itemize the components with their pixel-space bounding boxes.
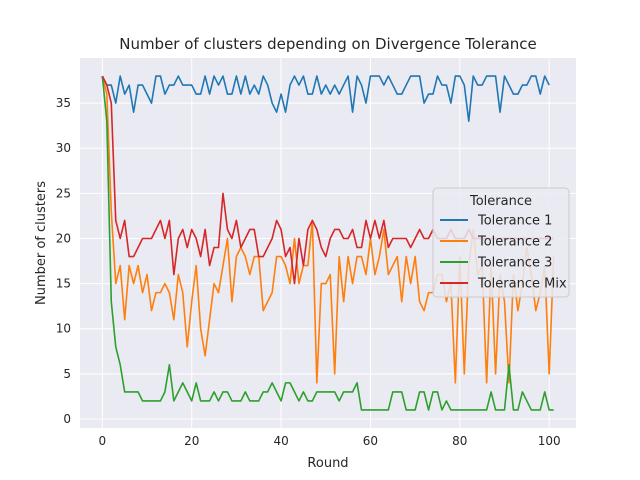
x-tick-label: 100 [538,434,561,448]
legend-items: Tolerance 1 Tolerance 2 Tolerance 3 Toleran… [440,214,567,292]
x-tick-label: 60 [363,434,378,448]
legend-label-tolerance-1: Tolerance 1 [477,214,552,229]
y-ticks: 0 5 10 15 20 25 30 35 [56,96,71,426]
legend-box [432,187,570,298]
y-axis-label: Number of clusters [34,181,49,305]
y-tick-label: 35 [56,96,71,110]
y-tick-label: 20 [56,231,71,245]
x-tick-label: 80 [452,434,467,448]
legend-title: Tolerance [469,194,532,209]
series-line-tolerance-3 [101,75,554,411]
legend-label-tolerance-3: Tolerance 3 [477,256,552,271]
series-line-tolerance-1 [101,75,550,122]
y-tick-label: 15 [56,277,71,291]
x-ticks: 0 20 40 60 80 100 [99,434,561,448]
grid [80,58,576,428]
legend-label-tolerance-2: Tolerance 2 [477,235,552,250]
y-tick-label: 30 [56,141,71,155]
legend-label-tolerance-mix: Tolerance Mix [477,277,567,292]
chart-title: Number of clusters depending on Divergen… [119,35,537,53]
y-tick-label: 10 [56,322,71,336]
x-tick-label: 20 [184,434,199,448]
x-tick-label: 0 [99,434,107,448]
x-tick-label: 40 [273,434,288,448]
y-tick-label: 5 [63,367,71,381]
y-tick-label: 0 [63,412,71,426]
x-axis-label: Round [307,456,348,471]
y-tick-label: 25 [56,186,71,200]
